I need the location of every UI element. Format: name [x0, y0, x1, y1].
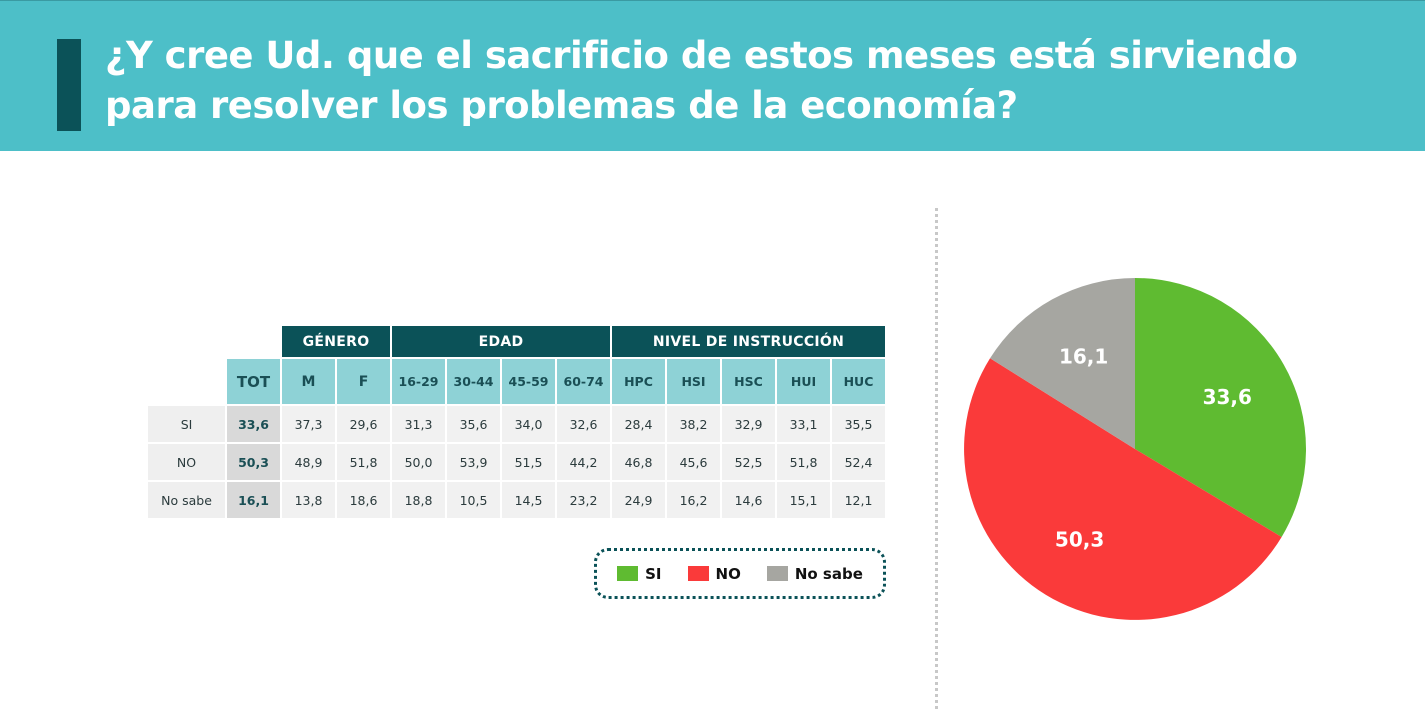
column-header: 16-29 — [392, 359, 445, 404]
title-banner: ¿Y cree Ud. que el sacrificio de estos m… — [0, 0, 1425, 151]
table-cell: 31,3 — [392, 406, 445, 442]
table-cell: 51,8 — [777, 444, 830, 480]
legend-swatch-si — [617, 566, 639, 581]
row-label-header-empty — [148, 359, 225, 404]
column-header: HUI — [777, 359, 830, 404]
column-header: HUC — [832, 359, 885, 404]
legend-label: No sabe — [794, 564, 863, 583]
row-label-no: NO — [148, 444, 225, 480]
table-corner-empty — [148, 326, 280, 357]
table-cell: 46,8 — [612, 444, 665, 480]
table-cell-total: 33,6 — [227, 406, 280, 442]
row-label-no-sabe: No sabe — [148, 482, 225, 518]
column-header: 60-74 — [557, 359, 610, 404]
legend-item-no-sabe: No sabe — [766, 564, 863, 583]
crosstab-table: GÉNERO EDAD NIVEL DE INSTRUCCIÓN TOT M F… — [148, 326, 885, 518]
table-cell: 16,2 — [667, 482, 720, 518]
table-cell: 29,6 — [337, 406, 390, 442]
table-cell-total: 50,3 — [227, 444, 280, 480]
table-cell: 15,1 — [777, 482, 830, 518]
table-cell: 34,0 — [502, 406, 555, 442]
column-header: HPC — [612, 359, 665, 404]
group-header-edad: EDAD — [392, 326, 610, 357]
table-cell: 48,9 — [282, 444, 335, 480]
table-cell: 14,5 — [502, 482, 555, 518]
table-cell: 52,5 — [722, 444, 775, 480]
legend-label: SI — [645, 564, 662, 583]
pie-label-si: 33,6 — [1203, 385, 1252, 409]
table-cell: 32,6 — [557, 406, 610, 442]
table-cell: 50,0 — [392, 444, 445, 480]
group-header-nivel: NIVEL DE INSTRUCCIÓN — [612, 326, 885, 357]
table-cell: 10,5 — [447, 482, 500, 518]
table-cell: 12,1 — [832, 482, 885, 518]
table-cell: 53,9 — [447, 444, 500, 480]
legend-label: NO — [715, 564, 741, 583]
table-cell: 45,6 — [667, 444, 720, 480]
table-cell: 51,5 — [502, 444, 555, 480]
legend-swatch-no — [687, 566, 709, 581]
legend-item-si: SI — [617, 564, 662, 583]
table-cell: 38,2 — [667, 406, 720, 442]
table-cell: 28,4 — [612, 406, 665, 442]
row-label-si: SI — [148, 406, 225, 442]
table-cell: 18,8 — [392, 482, 445, 518]
table-cell: 33,1 — [777, 406, 830, 442]
pie-chart: 33,6 50,3 16,1 — [964, 278, 1307, 620]
column-header: HSC — [722, 359, 775, 404]
column-header: HSI — [667, 359, 720, 404]
table-cell: 51,8 — [337, 444, 390, 480]
column-header: F — [337, 359, 390, 404]
legend-item-no: NO — [687, 564, 741, 583]
group-header-genero: GÉNERO — [282, 326, 390, 357]
table-cell: 14,6 — [722, 482, 775, 518]
legend-swatch-no-sabe — [766, 566, 788, 581]
table-cell: 35,5 — [832, 406, 885, 442]
section-divider — [935, 208, 938, 709]
table-cell: 35,6 — [447, 406, 500, 442]
pie-slice-no-sabe — [990, 278, 1135, 449]
table-cell: 32,9 — [722, 406, 775, 442]
table-cell: 13,8 — [282, 482, 335, 518]
pie-slice-si — [1135, 278, 1307, 537]
table-cell: 24,9 — [612, 482, 665, 518]
column-header: M — [282, 359, 335, 404]
pie-label-no: 50,3 — [1055, 527, 1104, 551]
pie-label-no-sabe: 16,1 — [1059, 344, 1108, 368]
title-accent-bar — [57, 39, 81, 131]
table-cell: 37,3 — [282, 406, 335, 442]
table-cell: 44,2 — [557, 444, 610, 480]
table-cell: 18,6 — [337, 482, 390, 518]
chart-legend: SI NO No sabe — [594, 548, 886, 599]
column-header: 30-44 — [447, 359, 500, 404]
column-header: 45-59 — [502, 359, 555, 404]
column-header: TOT — [227, 359, 280, 404]
table-cell: 23,2 — [557, 482, 610, 518]
table-cell: 52,4 — [832, 444, 885, 480]
pie-slice-no — [964, 358, 1282, 620]
table-cell-total: 16,1 — [227, 482, 280, 518]
page-title: ¿Y cree Ud. que el sacrificio de estos m… — [105, 34, 1298, 127]
